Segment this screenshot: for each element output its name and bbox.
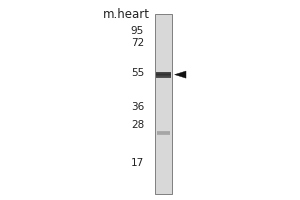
Bar xyxy=(156,76,171,77)
Text: 55: 55 xyxy=(131,68,144,78)
Text: 17: 17 xyxy=(131,158,144,168)
Text: 72: 72 xyxy=(131,38,144,48)
Bar xyxy=(156,75,171,76)
Polygon shape xyxy=(175,71,186,78)
Bar xyxy=(156,74,171,75)
Text: 95: 95 xyxy=(131,26,144,36)
Text: 28: 28 xyxy=(131,120,144,130)
Bar xyxy=(155,14,172,194)
Bar xyxy=(156,72,171,73)
Bar xyxy=(156,77,171,78)
Bar xyxy=(156,73,171,74)
Text: m.heart: m.heart xyxy=(103,8,149,21)
Text: 36: 36 xyxy=(131,102,144,112)
